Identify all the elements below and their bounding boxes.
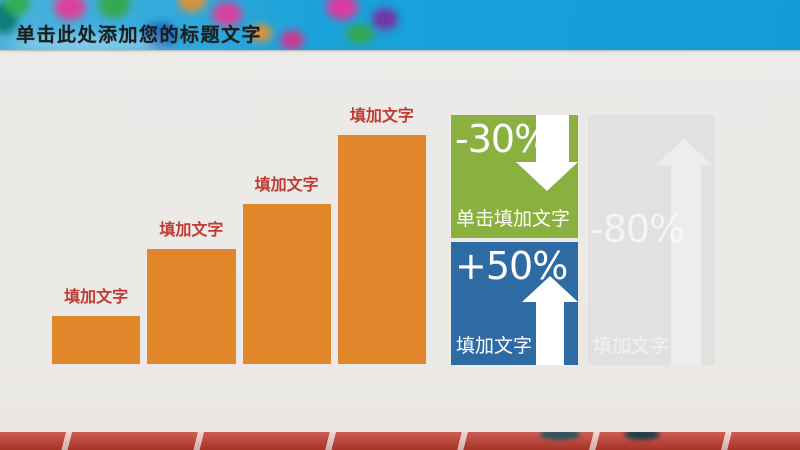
stat-percent: -80% [590, 207, 685, 251]
bar-label: 填加文字 [254, 175, 319, 194]
haze-decoration [10, 36, 170, 50]
bar [52, 316, 141, 364]
bar-group: 填加文字 [242, 171, 331, 364]
bar-group: 填加文字 [337, 102, 426, 364]
slide-title: 单击此处添加您的标题文字 [16, 24, 263, 46]
bar [147, 249, 236, 364]
running-track-footer [0, 432, 800, 450]
slide-header: 单击此处添加您的标题文字 [0, 0, 800, 50]
confetti-decoration [250, 24, 272, 42]
bar-group: 填加文字 [52, 283, 141, 364]
runner-shoe [624, 432, 660, 440]
bar-label: 填加文字 [64, 287, 129, 306]
confetti-decoration [326, 0, 358, 20]
runner-shoe [540, 432, 580, 440]
confetti-decoration [54, 0, 86, 20]
stat-caption: 单击填加文字 [456, 208, 571, 230]
confetti-decoration [212, 2, 242, 26]
stat-card-increase-50: +50% 填加文字 [451, 242, 578, 365]
confetti-decoration [98, 0, 130, 18]
bar-label: 填加文字 [349, 106, 414, 125]
stat-percent: -30% [455, 117, 550, 161]
confetti-decoration [4, 0, 30, 16]
stat-caption: 填加文字 [456, 335, 533, 357]
stat-card-decrease-80: -80% 填加文字 [588, 115, 715, 365]
bar-group: 填加文字 [147, 216, 236, 364]
stat-card-decrease-30: -30% 单击填加文字 [451, 115, 578, 238]
bar [242, 204, 331, 364]
track-lane-stripes [0, 432, 800, 450]
bar-chart: 填加文字 填加文字 填加文字 填加文字 [52, 106, 426, 364]
confetti-decoration [178, 0, 206, 12]
confetti-decoration [280, 30, 304, 50]
confetti-decoration [346, 24, 374, 44]
bar [337, 135, 426, 364]
bar-label: 填加文字 [159, 220, 224, 239]
stat-caption: 填加文字 [593, 335, 670, 357]
confetti-decoration [372, 8, 398, 30]
